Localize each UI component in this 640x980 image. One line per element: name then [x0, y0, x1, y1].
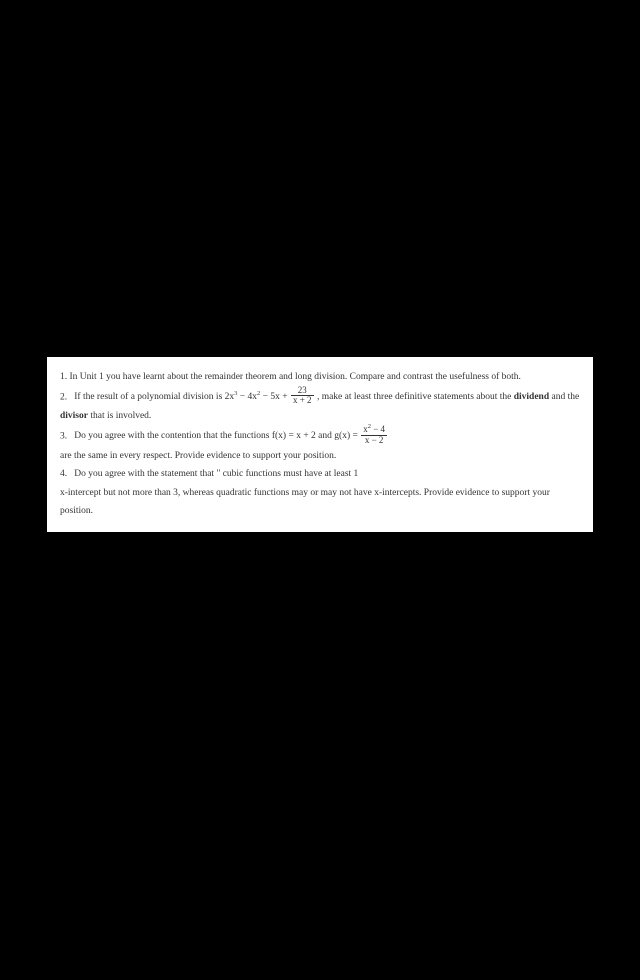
question-2-number: 2. — [60, 392, 67, 402]
question-1: 1. In Unit 1 you have learnt about the r… — [60, 368, 580, 387]
question-4-text-1: Do you agree with the statement that " c… — [70, 469, 359, 479]
question-3: 3. Do you agree with the contention that… — [60, 426, 580, 465]
question-3-text-2: are the same in every respect. Provide e… — [60, 451, 336, 461]
question-3-text-1: Do you agree with the contention that th… — [70, 431, 389, 441]
question-2: 2. If the result of a polynomial divisio… — [60, 387, 580, 426]
denominator: x − 2 — [361, 436, 387, 446]
question-4-text-2: x-intercept but not more than 3, whereas… — [60, 488, 550, 517]
bold-dividend: dividend — [514, 392, 549, 402]
bold-divisor: divisor — [60, 411, 88, 421]
denominator: x + 2 — [291, 396, 314, 406]
fraction-x2-minus-4-over-x-minus-2: x2 − 4x − 2 — [361, 425, 387, 446]
question-3-number: 3. — [60, 431, 67, 441]
question-1-number: 1. — [60, 372, 67, 382]
question-4: 4. Do you agree with the statement that … — [60, 465, 580, 521]
question-1-text: In Unit 1 you have learnt about the rema… — [70, 372, 521, 382]
question-2-text-1: If the result of a polynomial division i… — [60, 392, 579, 421]
document-container: 1. In Unit 1 you have learnt about the r… — [47, 357, 593, 532]
question-4-number: 4. — [60, 469, 67, 479]
fraction-23-over-x-plus-2: 23x + 2 — [291, 386, 314, 407]
